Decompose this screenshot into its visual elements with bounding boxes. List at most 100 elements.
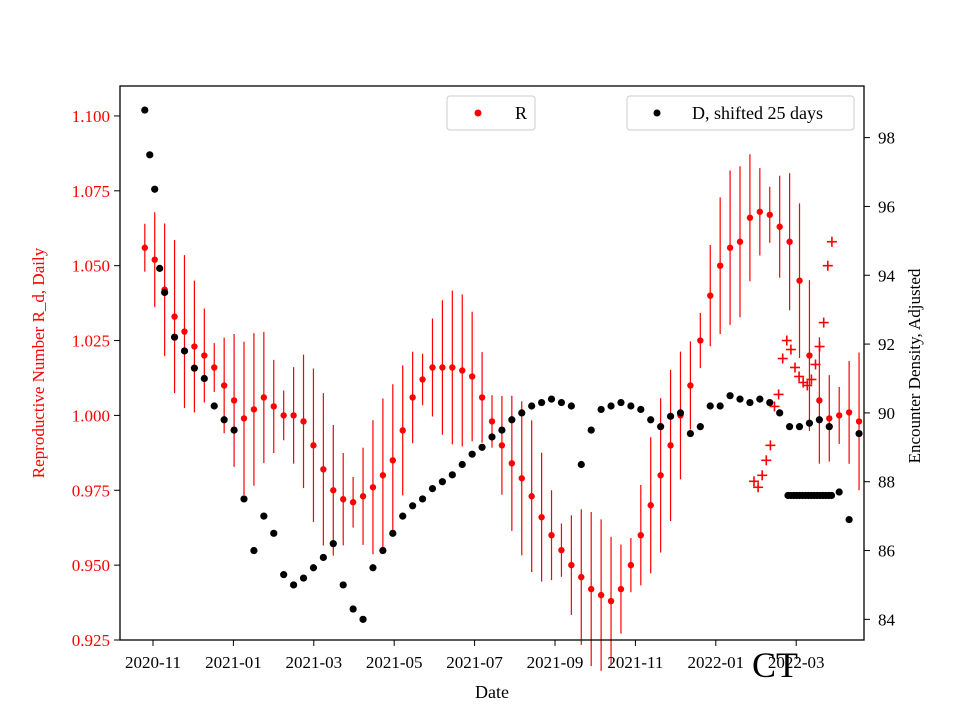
d-point bbox=[736, 395, 744, 403]
right-y-tick-label: 86 bbox=[878, 542, 895, 561]
left-y-axis-ticks: 0.925 0.950 0.975 1.000 1.025 1.050 1.075 1.100 bbox=[72, 107, 120, 650]
d-point bbox=[151, 185, 159, 193]
r-point bbox=[528, 493, 535, 500]
d-point bbox=[766, 398, 774, 407]
r-point bbox=[330, 487, 337, 494]
r-point bbox=[836, 412, 843, 419]
r-point bbox=[389, 457, 396, 464]
d-point bbox=[156, 264, 164, 272]
r-point bbox=[468, 373, 476, 380]
r-point bbox=[300, 418, 307, 425]
r-point bbox=[340, 496, 347, 503]
r-cross-point bbox=[765, 440, 776, 451]
left-y-tick-label: 1.100 bbox=[72, 107, 110, 126]
ct-annotation: CT bbox=[752, 645, 798, 685]
r-point bbox=[617, 585, 625, 593]
d-point bbox=[617, 398, 625, 407]
d-point bbox=[409, 502, 417, 510]
r-point bbox=[597, 591, 605, 599]
right-y-tick-label: 84 bbox=[878, 610, 896, 629]
x-tick-label: 2021-11 bbox=[607, 653, 663, 672]
r-point bbox=[548, 531, 555, 539]
x-axis-label: Date bbox=[475, 682, 509, 702]
r-point bbox=[379, 472, 387, 479]
r-point bbox=[697, 337, 704, 344]
r-point bbox=[627, 561, 635, 569]
legend-d-box bbox=[626, 95, 855, 131]
right-y-axis-label: Encounter Density, Adjusted bbox=[905, 268, 924, 463]
r-point bbox=[488, 418, 496, 425]
d-point bbox=[359, 615, 367, 623]
r-point bbox=[607, 597, 615, 605]
r-point bbox=[716, 262, 724, 269]
right-y-axis-ticks: 84 86 88 90 92 94 96 98 bbox=[864, 129, 896, 629]
d-point bbox=[557, 398, 566, 407]
r-cross-point bbox=[781, 335, 792, 346]
r-point bbox=[588, 585, 595, 593]
d-point bbox=[547, 395, 556, 403]
r-point bbox=[478, 394, 486, 401]
r-point bbox=[726, 244, 734, 251]
r-point bbox=[637, 531, 644, 539]
r-cross-point bbox=[802, 380, 813, 391]
d-point bbox=[270, 529, 278, 537]
d-point bbox=[458, 460, 466, 469]
d-point bbox=[170, 333, 179, 341]
legend-r-box bbox=[446, 95, 536, 131]
left-y-tick-label: 0.975 bbox=[72, 481, 110, 500]
r-point bbox=[449, 364, 456, 371]
d-point bbox=[696, 423, 704, 431]
legend-r-label: R bbox=[515, 103, 527, 123]
right-y-tick-label: 96 bbox=[878, 197, 895, 216]
d-point bbox=[538, 398, 546, 407]
r-point bbox=[806, 352, 813, 359]
d-point bbox=[805, 419, 814, 427]
r-point bbox=[776, 223, 783, 230]
legend-d-marker bbox=[653, 109, 661, 117]
r-point bbox=[260, 394, 268, 401]
r-point bbox=[796, 277, 803, 284]
d-point bbox=[210, 402, 218, 410]
d-point bbox=[676, 409, 685, 417]
d-point bbox=[776, 409, 784, 417]
d-point bbox=[309, 564, 318, 572]
r-point bbox=[191, 343, 198, 350]
r-point bbox=[647, 502, 654, 509]
r-point bbox=[280, 412, 287, 419]
r-point bbox=[230, 397, 238, 404]
r-point bbox=[399, 427, 406, 434]
r-point bbox=[141, 244, 148, 251]
d-point bbox=[180, 347, 189, 355]
r-point bbox=[568, 561, 575, 569]
d-point bbox=[786, 423, 794, 431]
r-point bbox=[786, 238, 793, 245]
left-y-tick-label: 1.025 bbox=[72, 332, 110, 351]
r-cross-point bbox=[794, 371, 805, 382]
d-point bbox=[647, 416, 655, 424]
r-point bbox=[657, 472, 664, 479]
d-point bbox=[369, 564, 377, 572]
r-cross-point bbox=[814, 341, 825, 352]
d-point bbox=[815, 416, 823, 424]
d-point bbox=[518, 409, 526, 417]
d-point bbox=[716, 402, 724, 410]
d-point bbox=[418, 495, 427, 503]
d-point bbox=[686, 429, 695, 438]
d-point bbox=[448, 471, 456, 479]
r-point bbox=[826, 415, 833, 422]
right-y-tick-label: 94 bbox=[878, 266, 896, 285]
r-point bbox=[736, 238, 744, 245]
x-tick-label: 2022-01 bbox=[687, 653, 744, 672]
right-y-tick-label: 98 bbox=[878, 129, 895, 148]
d-point bbox=[666, 412, 675, 420]
x-tick-label: 2021-09 bbox=[527, 653, 584, 672]
r-point bbox=[498, 442, 506, 449]
x-tick-label: 2021-07 bbox=[446, 653, 503, 672]
d-point bbox=[746, 398, 754, 407]
r-cross-point bbox=[753, 482, 764, 493]
r-point bbox=[518, 475, 525, 482]
r-point bbox=[171, 313, 178, 320]
d-point bbox=[190, 364, 198, 372]
r-point bbox=[369, 484, 377, 491]
